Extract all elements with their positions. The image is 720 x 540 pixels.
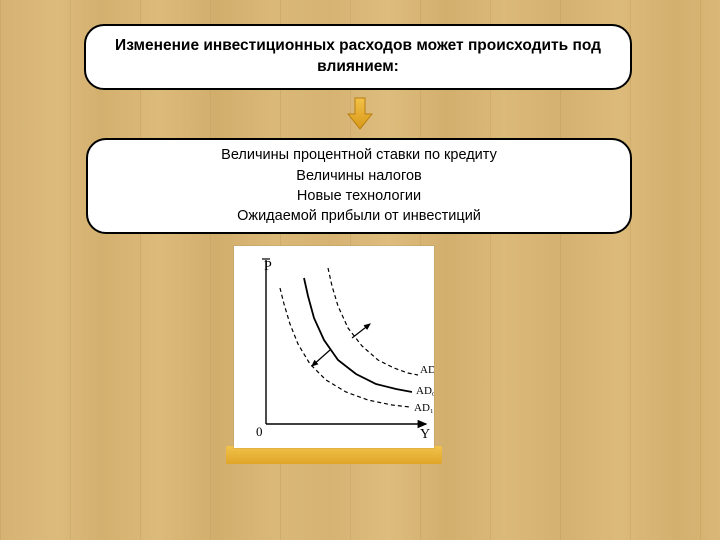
chart-underbar: [226, 446, 442, 464]
factors-box: Величины процентной ставки по кредиту Ве…: [86, 138, 632, 234]
curve-labels-group: AD₂ AD₀ AD₁: [414, 364, 434, 414]
shift-arrow: [312, 350, 330, 366]
factor-line: Величины процентной ставки по кредиту: [221, 145, 497, 165]
curve-label: AD₀: [416, 385, 434, 397]
title-box: Изменение инвестиционных расходов может …: [84, 24, 632, 90]
chart-svg: P 0 Y AD₂ AD₀ AD₁: [234, 246, 434, 448]
x-axis-label: Y: [420, 427, 430, 442]
factor-line: Новые технологии: [297, 186, 421, 206]
y-axis-label: P: [264, 259, 272, 274]
factor-line: Ожидаемой прибыли от инвестиций: [237, 206, 481, 226]
arrow-path: [348, 98, 372, 129]
factor-line: Величины налогов: [296, 166, 421, 186]
curve-AD0: [304, 278, 412, 392]
shift-arrow: [352, 324, 370, 338]
curve-label: AD₂: [420, 364, 434, 376]
chart-panel: P 0 Y AD₂ AD₀ AD₁: [234, 246, 434, 448]
curve-label: AD₁: [414, 402, 434, 414]
arrow-down-icon: [347, 96, 373, 130]
curve-AD1: [280, 288, 410, 407]
origin-label: 0: [256, 424, 263, 439]
curves-group: [280, 268, 418, 407]
curve-AD2: [328, 268, 418, 375]
title-text: Изменение инвестиционных расходов может …: [104, 36, 612, 78]
chart-container: P 0 Y AD₂ AD₀ AD₁: [218, 246, 450, 470]
